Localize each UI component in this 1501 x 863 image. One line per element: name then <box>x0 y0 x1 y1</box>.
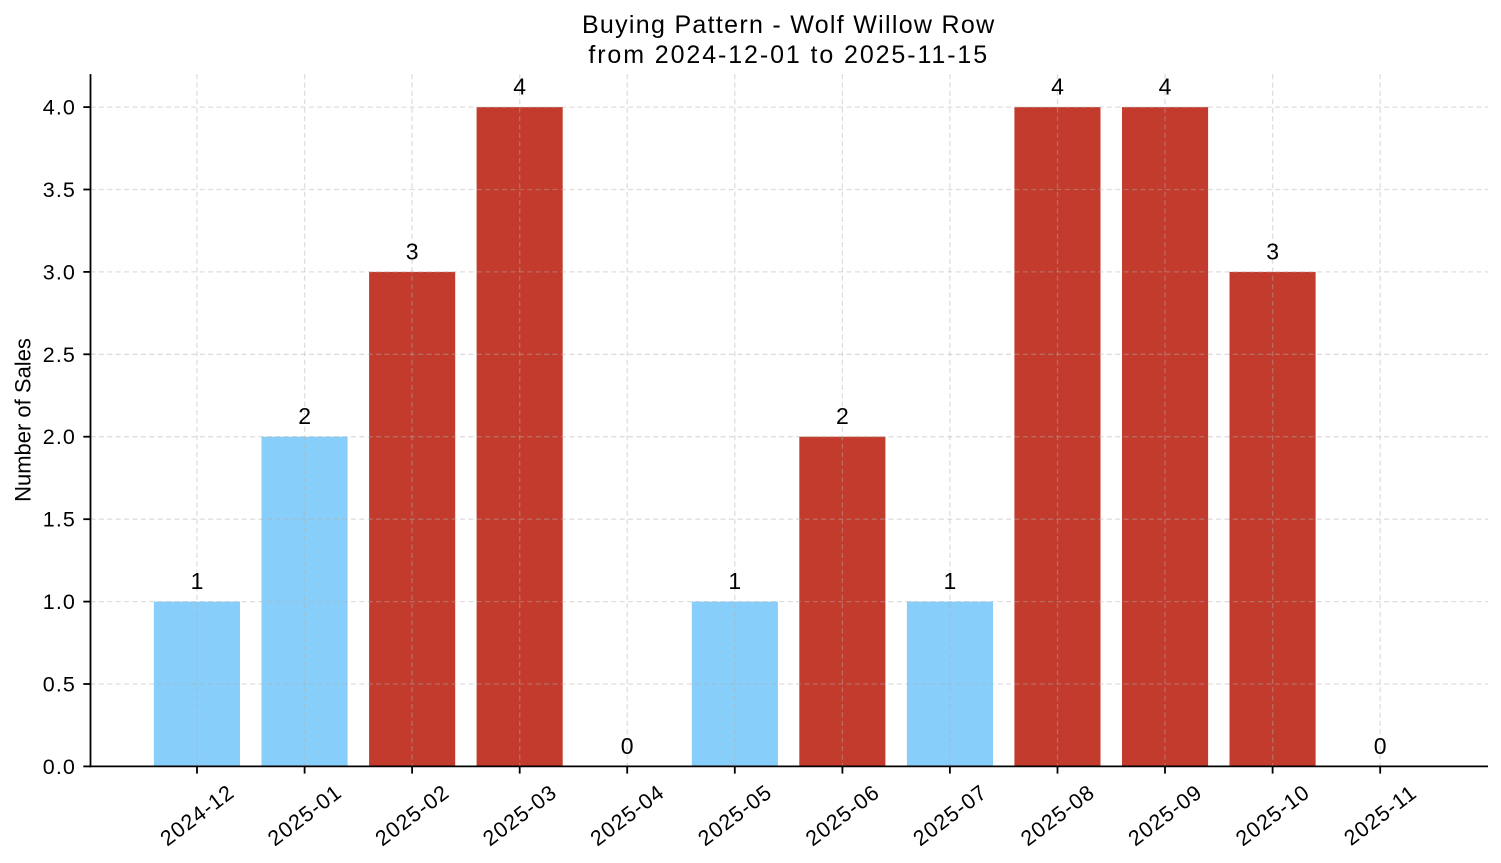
svg-text:2: 2 <box>298 403 311 429</box>
svg-text:1.5: 1.5 <box>43 508 76 532</box>
svg-text:3.5: 3.5 <box>43 178 76 202</box>
svg-text:0: 0 <box>621 733 634 759</box>
svg-text:1: 1 <box>191 568 204 594</box>
svg-text:4.0: 4.0 <box>43 96 76 120</box>
svg-text:Buying Pattern - Wolf Willow R: Buying Pattern - Wolf Willow Row <box>582 11 995 39</box>
svg-text:1: 1 <box>944 568 957 594</box>
svg-text:4: 4 <box>1051 74 1064 100</box>
svg-text:0.5: 0.5 <box>43 673 76 697</box>
svg-text:Number of Sales: Number of Sales <box>11 338 36 502</box>
svg-text:1: 1 <box>728 568 741 594</box>
svg-text:4: 4 <box>513 74 526 100</box>
svg-text:1.0: 1.0 <box>43 590 76 614</box>
svg-text:0: 0 <box>1374 733 1387 759</box>
svg-text:0.0: 0.0 <box>43 755 76 779</box>
svg-text:2: 2 <box>836 403 849 429</box>
svg-text:2.0: 2.0 <box>43 425 76 449</box>
svg-text:3: 3 <box>406 238 419 264</box>
svg-text:3.0: 3.0 <box>43 260 76 284</box>
svg-text:3: 3 <box>1266 238 1279 264</box>
svg-text:2.5: 2.5 <box>43 343 76 367</box>
svg-text:from 2024-12-01 to 2025-11-15: from 2024-12-01 to 2025-11-15 <box>588 41 989 69</box>
svg-text:4: 4 <box>1159 74 1172 100</box>
